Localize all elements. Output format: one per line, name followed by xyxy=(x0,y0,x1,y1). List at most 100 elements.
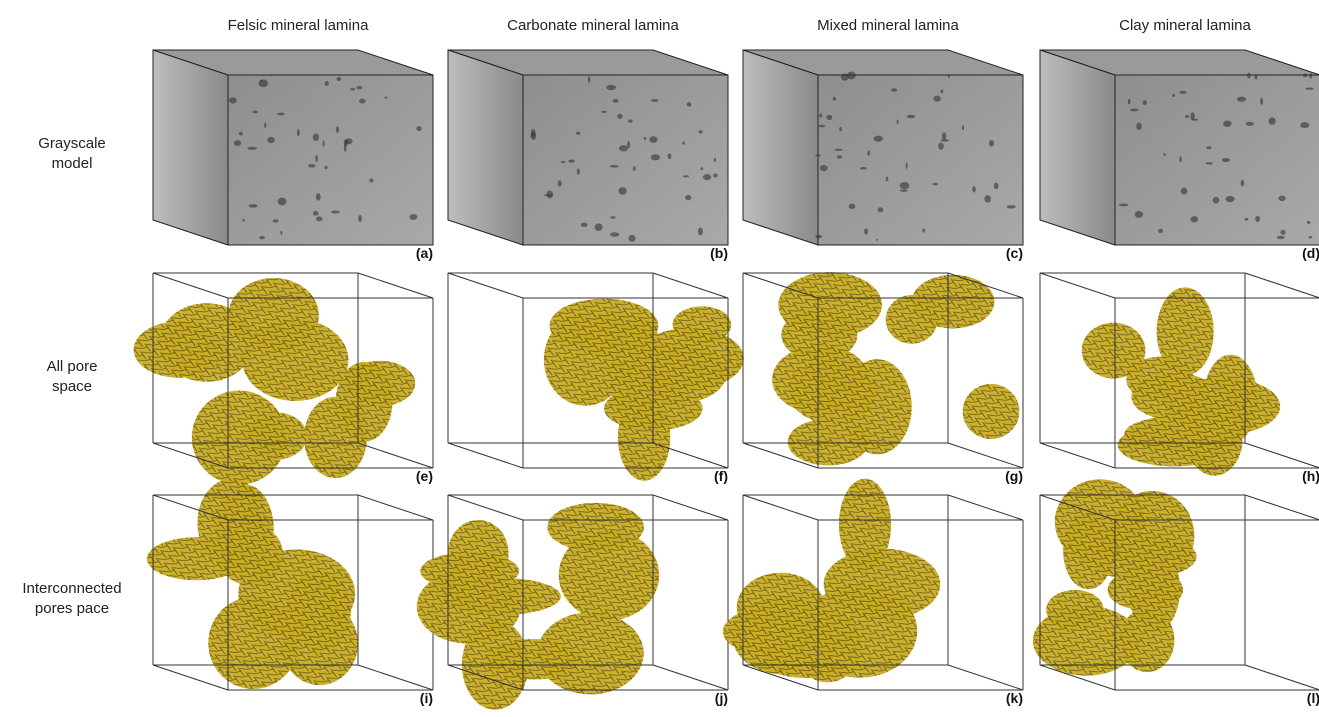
grain xyxy=(1255,215,1261,222)
grain xyxy=(1118,203,1129,207)
grain xyxy=(815,154,821,157)
grain xyxy=(961,125,965,131)
grain xyxy=(1191,118,1198,121)
box-edge xyxy=(152,272,229,299)
grain xyxy=(933,95,941,102)
column-header: Clay mineral lamina xyxy=(1119,17,1251,34)
grain xyxy=(546,190,554,199)
box-front xyxy=(817,74,1024,246)
box-edge xyxy=(357,494,434,521)
row-label: Grayscale xyxy=(38,135,106,152)
pore-cluster xyxy=(1131,372,1218,421)
box-edge xyxy=(1039,664,1116,691)
box-front xyxy=(227,74,434,246)
grain xyxy=(1268,117,1276,125)
grain xyxy=(651,98,659,102)
grain xyxy=(560,161,566,164)
grain xyxy=(697,227,703,236)
grain xyxy=(702,174,712,181)
grain xyxy=(820,164,828,172)
grain xyxy=(628,234,636,242)
grain xyxy=(530,129,536,137)
grain xyxy=(315,216,323,222)
panel: (a) xyxy=(152,49,434,261)
grain xyxy=(315,154,318,163)
grain xyxy=(1180,187,1188,195)
grain xyxy=(682,175,690,178)
row-label: model xyxy=(52,155,93,172)
grain xyxy=(267,136,275,144)
box-edge xyxy=(1244,664,1319,691)
box-edge xyxy=(357,272,434,299)
grain xyxy=(1254,75,1258,80)
pore-cluster xyxy=(1032,605,1140,676)
grain xyxy=(248,204,258,208)
grain xyxy=(700,167,704,171)
box-edge xyxy=(152,442,229,469)
grain xyxy=(667,153,672,160)
grain xyxy=(826,114,833,120)
grain xyxy=(1190,112,1195,120)
grain xyxy=(331,210,340,214)
grain xyxy=(984,195,991,203)
panel: (b) xyxy=(447,49,729,261)
grain xyxy=(932,182,939,186)
grain xyxy=(1302,73,1308,78)
grain xyxy=(896,119,899,125)
pore-cluster xyxy=(736,572,825,642)
grain xyxy=(1276,235,1285,240)
grain xyxy=(941,132,947,140)
box-edge xyxy=(652,664,729,691)
pore-cluster xyxy=(543,313,627,406)
pore-cluster xyxy=(159,303,255,382)
column-header: Carbonate mineral lamina xyxy=(507,17,679,34)
grain xyxy=(1260,97,1264,105)
grain xyxy=(272,219,279,223)
grain xyxy=(1236,96,1247,102)
pore-cluster xyxy=(1128,545,1180,633)
pore-cluster xyxy=(1081,322,1146,379)
grain xyxy=(1278,195,1286,202)
grain xyxy=(609,164,619,168)
pore-cluster xyxy=(242,319,349,401)
grain xyxy=(848,203,856,210)
box-edge xyxy=(1244,272,1319,299)
grain xyxy=(1006,205,1016,209)
grain xyxy=(229,97,237,104)
panel: (k) xyxy=(722,478,1024,706)
grain xyxy=(632,166,636,171)
grain xyxy=(899,182,910,190)
grain xyxy=(1309,72,1313,79)
box-front xyxy=(1114,74,1319,246)
grain xyxy=(906,114,916,119)
pore-cluster xyxy=(636,327,744,390)
row-label: space xyxy=(52,378,92,395)
grain xyxy=(617,113,623,119)
panel: (h) xyxy=(1039,272,1319,484)
grain xyxy=(1308,236,1313,239)
row-label: All pore xyxy=(47,358,98,375)
grain xyxy=(1245,121,1254,126)
panel: (e) xyxy=(133,272,434,485)
grain xyxy=(685,195,692,201)
grain xyxy=(940,139,950,142)
grain xyxy=(260,80,264,83)
grain xyxy=(686,102,692,107)
panel: (d) xyxy=(1039,49,1319,261)
pore-cluster xyxy=(208,596,299,690)
box-edge xyxy=(947,664,1024,691)
panel-label: (h) xyxy=(1302,468,1319,484)
grain xyxy=(859,166,867,170)
panel: (f) xyxy=(447,272,744,484)
grain xyxy=(568,159,575,163)
box-edge xyxy=(742,494,819,521)
pore-cluster xyxy=(1063,512,1114,590)
grain xyxy=(1223,120,1232,127)
grain xyxy=(1179,90,1187,94)
grain xyxy=(1306,220,1311,224)
grain xyxy=(1190,216,1199,223)
grain xyxy=(308,163,316,168)
grain xyxy=(627,119,633,123)
pore-cluster xyxy=(962,383,1020,439)
